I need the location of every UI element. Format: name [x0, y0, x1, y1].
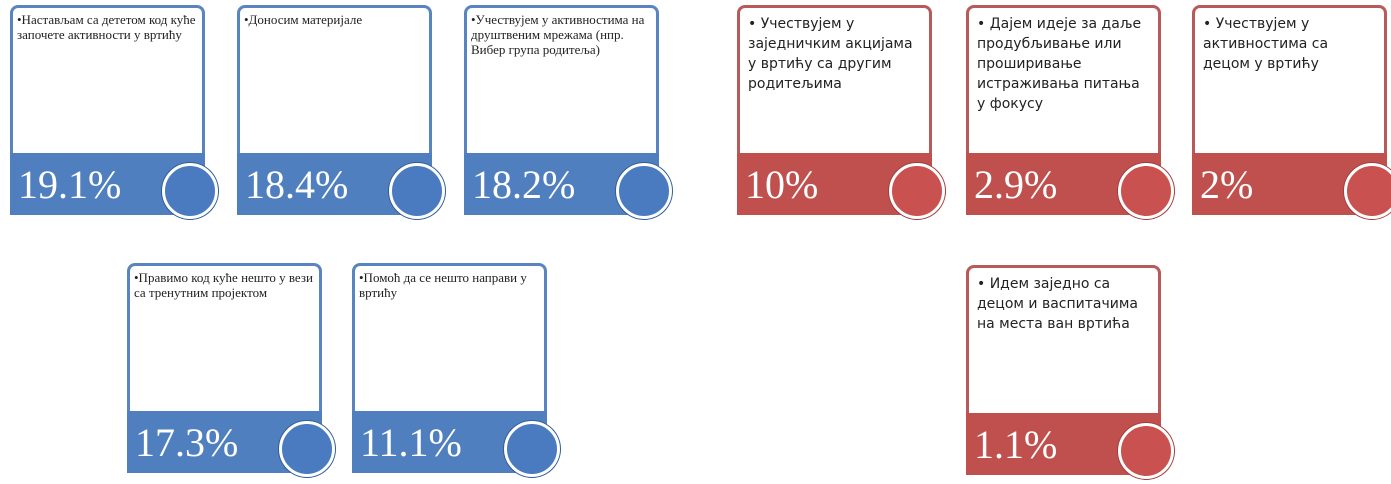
card-percent: 1.1% [974, 422, 1058, 467]
card-text-box: • Дајем идеје за даље продубљивање или п… [966, 5, 1161, 155]
card: • Учествујем у активностима са децом у в… [1192, 5, 1391, 219]
card: •Доносим материјале 18.4% [237, 5, 445, 219]
card: •Правимо код куће нешто у вези са тренут… [127, 263, 335, 477]
card-text-box: •Настављам са дететом код куће започете … [10, 5, 205, 155]
card-text: • Учествујем у активностима са децом у в… [1203, 16, 1329, 72]
card: • Учествујем у заједничким акцијама у вр… [737, 5, 945, 219]
card-text-box: •Доносим материјале [237, 5, 432, 155]
card-percent: 18.2% [472, 162, 576, 207]
card-text: • Дајем идеје за даље продубљивање или п… [977, 16, 1142, 112]
card-circle [889, 163, 945, 219]
card-percent: 11.1% [360, 420, 462, 465]
card-percent: 18.4% [245, 162, 349, 207]
card-text-box: •Правимо код куће нешто у вези са тренут… [127, 263, 322, 413]
card-circle [504, 421, 560, 477]
card-circle [389, 163, 445, 219]
card-text-box: •Помоћ да се нешто направи у вртићу [352, 263, 547, 413]
card: •Учествујем у активностима на друштвеним… [464, 5, 672, 219]
card: •Помоћ да се нешто направи у вртићу 11.1% [352, 263, 560, 477]
card-percent: 17.3% [135, 420, 239, 465]
card-percent: 10% [745, 162, 819, 207]
card-text-box: • Учествујем у активностима са децом у в… [1192, 5, 1387, 155]
card-circle [616, 163, 672, 219]
card-text: •Помоћ да се нешто направи у вртићу [359, 270, 527, 300]
card-text: • Идем заједно са децом и васпитачима на… [977, 276, 1138, 332]
card-percent: 2% [1200, 162, 1254, 207]
card-circle [1344, 163, 1391, 219]
card-text: •Доносим материјале [244, 12, 363, 27]
card-text-box: • Идем заједно са децом и васпитачима на… [966, 265, 1161, 415]
card-text-box: • Учествујем у заједничким акцијама у вр… [737, 5, 932, 155]
card-percent: 2.9% [974, 162, 1058, 207]
card-circle [162, 163, 218, 219]
card: • Дајем идеје за даље продубљивање или п… [966, 5, 1174, 219]
card-text: •Правимо код куће нешто у вези са тренут… [134, 270, 313, 300]
card-text: •Учествујем у активностима на друштвеним… [471, 12, 645, 57]
card-circle [279, 421, 335, 477]
card-text: • Учествујем у заједничким акцијама у вр… [748, 16, 913, 92]
card: • Идем заједно са децом и васпитачима на… [966, 265, 1174, 479]
card: •Настављам са дететом код куће започете … [10, 5, 218, 219]
card-circle [1118, 423, 1174, 479]
card-circle [1118, 163, 1174, 219]
card-text-box: •Учествујем у активностима на друштвеним… [464, 5, 659, 155]
card-percent: 19.1% [18, 162, 122, 207]
card-text: •Настављам са дететом код куће започете … [17, 12, 196, 42]
